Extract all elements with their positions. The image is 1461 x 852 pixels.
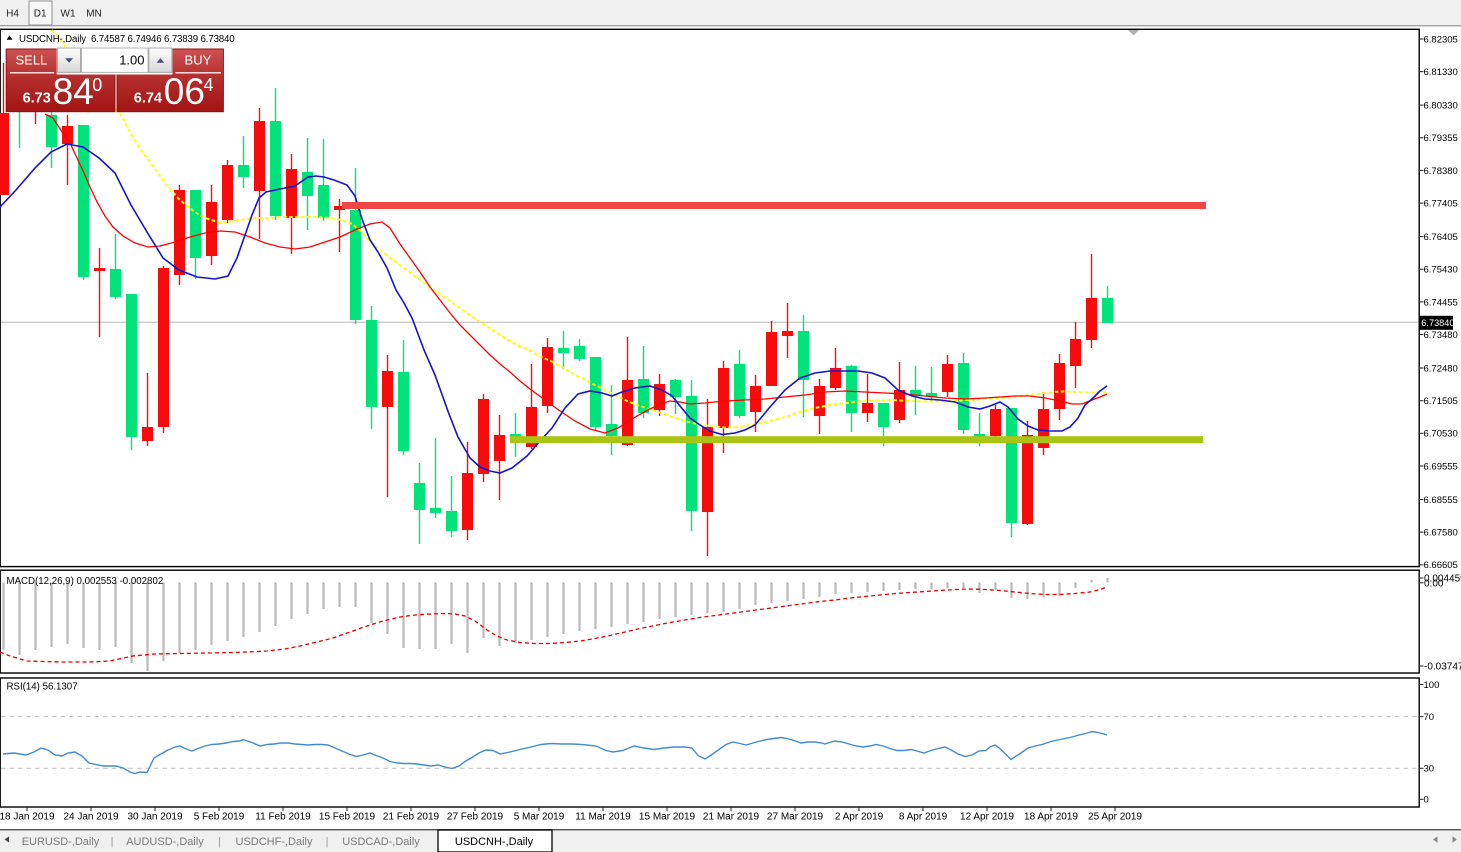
svg-text:4: 4 (204, 75, 214, 95)
svg-text:H4: H4 (6, 9, 19, 20)
svg-text:15 Feb 2019: 15 Feb 2019 (319, 812, 376, 823)
svg-text:0.00: 0.00 (1424, 578, 1444, 589)
svg-text:06: 06 (164, 71, 205, 112)
svg-text:6.81330: 6.81330 (1424, 67, 1458, 78)
svg-text:6.75430: 6.75430 (1424, 265, 1458, 276)
svg-text:1.00: 1.00 (119, 53, 144, 68)
svg-text:-0.037475: -0.037475 (1424, 662, 1461, 673)
svg-text:W1: W1 (61, 9, 76, 20)
svg-text:0: 0 (1424, 795, 1429, 806)
svg-text:18 Jan 2019: 18 Jan 2019 (0, 812, 55, 823)
svg-text:84: 84 (53, 71, 94, 112)
svg-text:6.74: 6.74 (134, 91, 162, 107)
svg-text:6.67580: 6.67580 (1424, 528, 1458, 539)
svg-text:6.73840: 6.73840 (1421, 318, 1454, 328)
svg-text:USDCNH-,Daily: USDCNH-,Daily (455, 836, 534, 848)
svg-text:6.69555: 6.69555 (1424, 461, 1458, 472)
svg-text:6.79355: 6.79355 (1424, 133, 1458, 144)
svg-text:6.68555: 6.68555 (1424, 495, 1458, 506)
svg-text:6.73480: 6.73480 (1424, 330, 1458, 341)
svg-text:6.70530: 6.70530 (1424, 429, 1458, 440)
svg-text:15 Mar 2019: 15 Mar 2019 (639, 812, 696, 823)
svg-text:12 Apr 2019: 12 Apr 2019 (960, 812, 1014, 823)
svg-text:21 Feb 2019: 21 Feb 2019 (383, 812, 440, 823)
svg-text:18 Apr 2019: 18 Apr 2019 (1024, 812, 1078, 823)
svg-text:6.77405: 6.77405 (1424, 199, 1458, 210)
svg-text:|: | (326, 836, 329, 848)
svg-text:|: | (218, 836, 221, 848)
svg-text:AUDUSD-,Daily: AUDUSD-,Daily (126, 836, 204, 848)
svg-text:D1: D1 (34, 9, 47, 20)
svg-text:5 Feb 2019: 5 Feb 2019 (194, 812, 245, 823)
svg-text:11 Mar 2019: 11 Mar 2019 (575, 812, 631, 823)
svg-text:25 Apr 2019: 25 Apr 2019 (1088, 812, 1142, 823)
svg-text:27 Mar 2019: 27 Mar 2019 (767, 812, 824, 823)
svg-text:8 Apr 2019: 8 Apr 2019 (899, 812, 948, 823)
svg-text:70: 70 (1424, 712, 1435, 723)
svg-text:2 Apr 2019: 2 Apr 2019 (835, 812, 884, 823)
svg-text:6.76405: 6.76405 (1424, 232, 1458, 243)
svg-text:6.78380: 6.78380 (1424, 166, 1458, 177)
svg-text:0: 0 (92, 75, 102, 95)
svg-text:6.80330: 6.80330 (1424, 101, 1458, 112)
svg-text:5 Mar 2019: 5 Mar 2019 (514, 812, 565, 823)
svg-text:6.66605: 6.66605 (1424, 560, 1458, 571)
svg-text:6.74455: 6.74455 (1424, 297, 1458, 308)
svg-text:24 Jan 2019: 24 Jan 2019 (63, 812, 118, 823)
svg-text:6.72480: 6.72480 (1424, 363, 1458, 374)
svg-text:SELL: SELL (15, 52, 47, 67)
svg-text:USDCNH-,Daily 6.74587 6.74946: USDCNH-,Daily 6.74587 6.74946 6.73839 6.… (19, 34, 235, 45)
svg-text:21 Mar 2019: 21 Mar 2019 (703, 812, 760, 823)
svg-text:6.73: 6.73 (23, 91, 51, 107)
svg-text:27 Feb 2019: 27 Feb 2019 (447, 812, 504, 823)
svg-text:6.71505: 6.71505 (1424, 396, 1458, 407)
svg-text:6.82305: 6.82305 (1424, 34, 1458, 45)
svg-text:11 Feb 2019: 11 Feb 2019 (255, 812, 311, 823)
svg-text:100: 100 (1424, 680, 1440, 691)
svg-text:EURUSD-,Daily: EURUSD-,Daily (22, 836, 100, 848)
svg-text:30: 30 (1424, 764, 1435, 775)
svg-text:MACD(12,26,9) 0.002553 -0.0028: MACD(12,26,9) 0.002553 -0.002802 (7, 576, 164, 587)
svg-text:0.004459: 0.004459 (1424, 574, 1461, 585)
svg-text:BUY: BUY (185, 52, 212, 67)
svg-text:MN: MN (86, 9, 102, 20)
svg-text:USDCAD-,Daily: USDCAD-,Daily (342, 836, 420, 848)
svg-text:|: | (111, 836, 114, 848)
svg-text:30 Jan 2019: 30 Jan 2019 (127, 812, 182, 823)
svg-text:RSI(14) 56.1307: RSI(14) 56.1307 (7, 682, 78, 693)
svg-text:USDCHF-,Daily: USDCHF-,Daily (236, 836, 314, 848)
